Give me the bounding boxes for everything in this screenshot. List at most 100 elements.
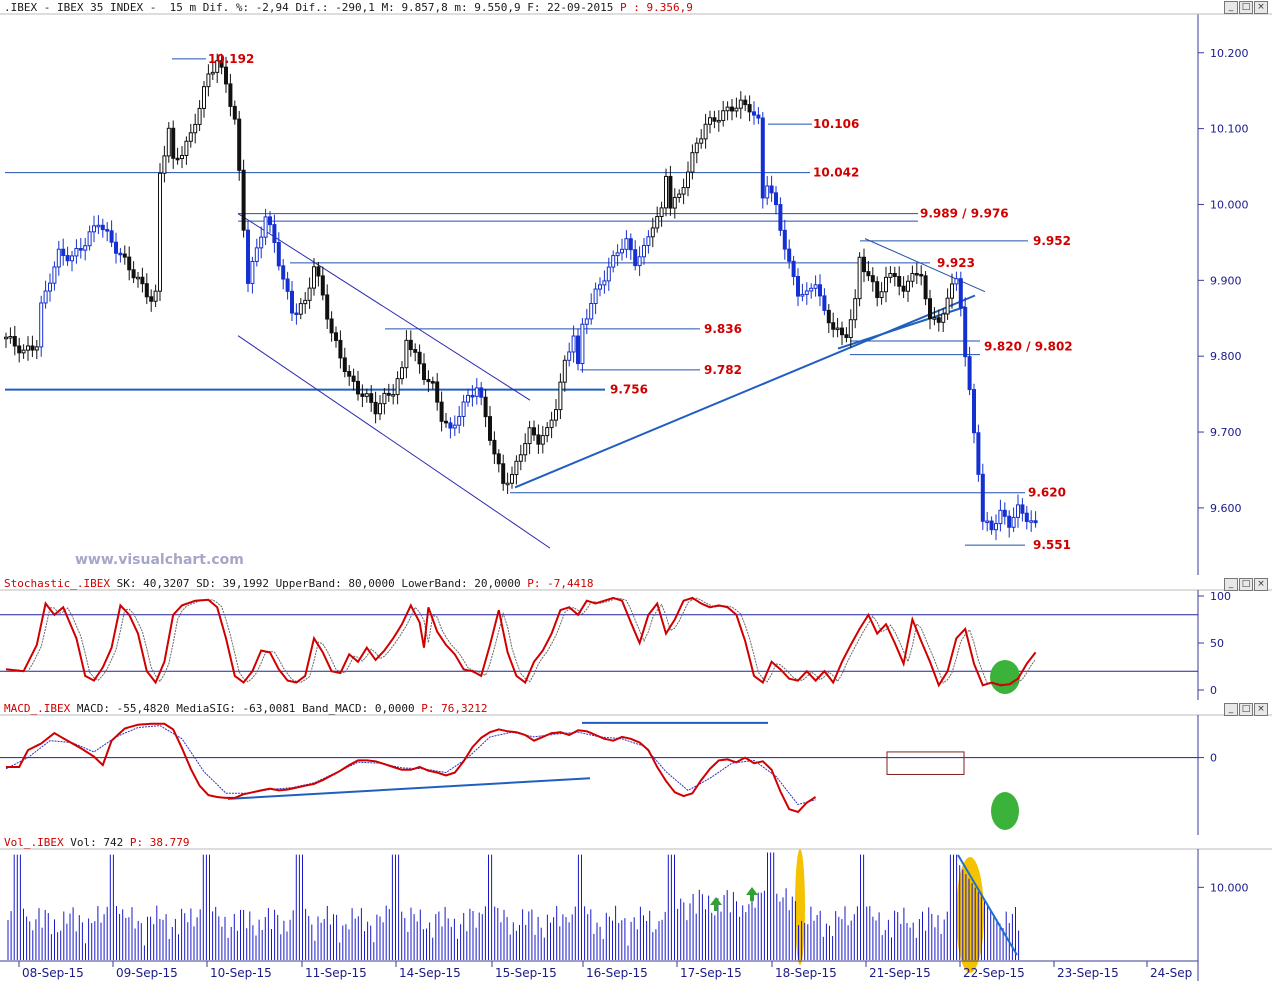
candle-body — [92, 225, 96, 233]
candle-body — [809, 287, 814, 292]
candle-body — [532, 427, 536, 436]
price-label: P : — [620, 1, 640, 14]
close-button[interactable]: × — [1254, 1, 1268, 14]
dif: -290,1 — [335, 1, 375, 14]
close-button[interactable]: × — [1254, 578, 1268, 591]
candle-body — [593, 288, 598, 305]
candle-body — [26, 345, 30, 351]
candle-body — [650, 227, 655, 238]
candle-body — [862, 256, 866, 273]
candle-body — [184, 140, 189, 156]
maximize-button[interactable]: □ — [1239, 1, 1253, 14]
candle-body — [760, 117, 765, 199]
candle-body — [61, 248, 66, 257]
candle-body — [699, 138, 704, 144]
macd-p-value: 76,3212 — [441, 702, 488, 715]
candle-body — [131, 269, 136, 279]
candle-body — [796, 276, 800, 297]
candle-body — [48, 282, 52, 292]
close-button[interactable]: × — [1254, 703, 1268, 716]
candle-body — [325, 294, 330, 320]
candle-body — [162, 155, 167, 174]
candle-body — [316, 266, 321, 277]
candle-body — [338, 339, 343, 359]
candle-body — [866, 271, 871, 277]
candle-body — [373, 401, 378, 415]
candle-body — [448, 422, 453, 429]
candle-body — [901, 285, 906, 292]
candle-body — [738, 99, 743, 109]
macd-label: MACD: — [76, 702, 110, 715]
candle-body — [356, 380, 360, 395]
candle-body — [17, 345, 22, 354]
min-label: m: — [454, 1, 468, 14]
price-chart[interactable]: 10.192 10.106 10.042 9.989 / 9.976 9.952 9.92… — [0, 0, 1272, 575]
candle-body — [474, 387, 479, 397]
date-label: 11-Sep-15 — [305, 966, 367, 980]
candle-body — [972, 389, 976, 434]
candle-body — [413, 349, 418, 353]
minimize-button[interactable]: _ — [1224, 703, 1238, 716]
candle-body — [215, 60, 220, 73]
macd-trendline — [227, 777, 591, 800]
sd-value: 39,1992 — [222, 577, 269, 590]
candle-body — [246, 229, 250, 284]
candle-body — [941, 313, 946, 323]
candle-body — [708, 117, 712, 125]
date-label: 21-Sep-15 — [869, 966, 931, 980]
candle-body — [96, 224, 101, 228]
candle-body — [884, 276, 888, 293]
candle-body — [492, 439, 497, 455]
candle-body — [263, 216, 268, 238]
candle-body — [743, 99, 748, 106]
candle-body — [712, 117, 717, 122]
candle-body — [655, 216, 660, 229]
candle-body — [219, 60, 224, 68]
candle-body — [756, 114, 761, 119]
candle-body — [576, 335, 580, 365]
candle-body — [391, 394, 396, 397]
candle-body — [435, 381, 440, 403]
volume-panel: 08-Sep-15 09-Sep-15 10-Sep-15 11-Sep-15 14-S… — [0, 835, 1272, 981]
candle-body — [193, 123, 198, 134]
minimize-button[interactable]: _ — [1224, 1, 1238, 14]
stochastic-sk-line — [5, 596, 1037, 688]
candle-body — [642, 244, 646, 258]
dif-pct: -2,94 — [255, 1, 289, 14]
candle-body — [804, 290, 809, 295]
stochastic-window-buttons: _ □ × — [1224, 578, 1268, 591]
volume-highlight — [795, 849, 805, 965]
maximize-button[interactable]: □ — [1239, 703, 1253, 716]
maximize-button[interactable]: □ — [1239, 578, 1253, 591]
channel-line — [237, 213, 531, 401]
minimize-button[interactable]: _ — [1224, 578, 1238, 591]
candle-body — [945, 297, 950, 315]
candle-body — [888, 272, 893, 278]
candle-body — [932, 317, 937, 320]
candle-body — [400, 367, 404, 380]
stochastic-chart[interactable]: 100 50 0 — [0, 575, 1272, 700]
macd-chart[interactable]: 0 — [0, 700, 1272, 835]
candle-body — [994, 523, 998, 531]
candle-body — [822, 295, 827, 311]
candle-body — [259, 236, 264, 249]
candle-body — [232, 105, 237, 120]
candle-body — [967, 356, 972, 391]
candle-body — [294, 312, 299, 316]
swing-label: 9.782 — [704, 363, 742, 377]
candle-body — [175, 157, 180, 161]
price-axis: 10.200 10.100 10.000 9.900 9.800 9.700 9.600 — [1198, 47, 1249, 515]
volume-chart[interactable]: 08-Sep-15 09-Sep-15 10-Sep-15 11-Sep-15 14-S… — [0, 835, 1272, 981]
upper-label: UpperBand: — [275, 577, 342, 590]
candle-body — [83, 245, 88, 251]
candle-body — [144, 283, 149, 298]
candle-body — [276, 242, 281, 267]
candle-body — [703, 123, 708, 140]
candle-body — [360, 393, 365, 397]
candle-body — [734, 107, 739, 112]
swing-labels: 10.192 10.106 10.042 9.989 / 9.976 9.952 9.92… — [208, 52, 1073, 552]
candle-body — [342, 357, 347, 373]
candle-body — [483, 396, 488, 418]
date-label: 15-Sep-15 — [495, 966, 557, 980]
candle-body — [963, 307, 968, 358]
